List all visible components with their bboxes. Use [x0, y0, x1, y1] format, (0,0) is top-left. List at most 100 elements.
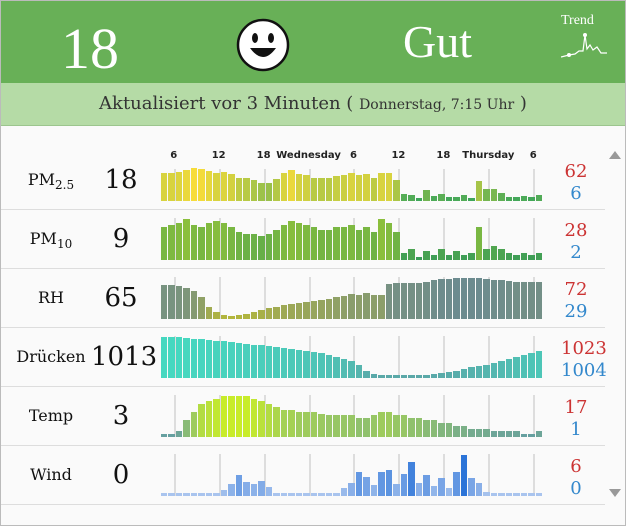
sensor-chart[interactable]	[161, 336, 543, 378]
sensor-value: 1013	[91, 342, 158, 372]
grid-line	[443, 169, 446, 201]
chart-bar	[453, 278, 460, 319]
chart-bar	[475, 278, 483, 319]
chart-bar	[220, 172, 228, 201]
grid-line	[443, 395, 446, 437]
scrollbar[interactable]	[607, 149, 623, 499]
chart-bar	[355, 417, 363, 437]
chart-bar	[288, 493, 295, 496]
chart-bar	[400, 415, 408, 437]
chart-bar	[310, 352, 318, 378]
chart-bar	[363, 227, 370, 260]
chart-bar	[228, 173, 235, 201]
chart-bar	[235, 177, 243, 201]
smiley-icon	[236, 18, 290, 72]
chart-bar	[498, 431, 505, 437]
sensor-max: 72	[564, 279, 588, 300]
chart-bar	[340, 227, 348, 260]
sensor-chart[interactable]	[161, 277, 543, 319]
chart-bar	[528, 493, 535, 496]
chart-bar	[378, 173, 385, 201]
chart-bar	[355, 229, 363, 260]
scroll-down-icon[interactable]	[609, 489, 621, 497]
chart-bar	[310, 227, 318, 260]
chart-bar	[505, 252, 513, 260]
chart-bar	[243, 233, 250, 260]
chart-bar	[190, 493, 198, 496]
sensor-chart[interactable]	[161, 218, 543, 260]
chart-bar	[303, 412, 310, 437]
chart-bar	[468, 198, 475, 201]
chart-bar	[161, 434, 168, 437]
chart-bar	[318, 413, 325, 437]
chart-bar	[483, 365, 490, 378]
chart-bar	[535, 252, 542, 260]
chart-bar	[355, 365, 363, 378]
chart-bar	[430, 420, 438, 437]
chart-bar	[175, 337, 183, 378]
chart-bar	[213, 493, 220, 496]
chart-bar	[423, 250, 430, 260]
chart-bar	[340, 415, 348, 437]
grid-line	[173, 454, 176, 496]
scroll-up-icon[interactable]	[609, 151, 621, 159]
sensor-chart[interactable]	[161, 395, 543, 437]
grid-line	[263, 277, 266, 319]
chart-bar	[505, 431, 513, 437]
chart-bar	[460, 455, 468, 496]
sensor-label: Wind	[30, 465, 72, 484]
sensor-label: Drücken	[16, 347, 86, 366]
chart-bar	[280, 304, 288, 319]
chart-bar	[490, 246, 498, 260]
sensor-row: PM2.5 18 6 12 18 Wednesday 6 12 18 Thursday 6 62…	[1, 150, 605, 210]
chart-bar	[265, 404, 273, 437]
time-tick-label: 6	[170, 150, 178, 161]
chart-bar	[228, 227, 235, 260]
chart-bar	[190, 168, 198, 201]
sensor-row: Drücken 1013 1023 1004	[1, 328, 607, 387]
chart-bar	[393, 282, 400, 319]
chart-bar	[438, 193, 445, 201]
chart-bar	[535, 281, 542, 319]
chart-bar	[460, 369, 468, 378]
chart-bar	[198, 404, 205, 437]
chart-bar	[273, 406, 280, 437]
chart-bar	[235, 343, 243, 378]
chart-bar	[161, 173, 168, 201]
chart-bar	[235, 231, 243, 260]
chart-bar	[168, 493, 175, 496]
chart-bar	[325, 229, 333, 260]
sensor-min: 6	[570, 183, 582, 204]
chart-bar	[198, 493, 205, 496]
chart-bar	[340, 296, 348, 319]
chart-bar	[213, 398, 220, 437]
sensor-chart[interactable]	[161, 454, 543, 496]
grid-line	[488, 395, 491, 437]
chart-bar	[250, 345, 258, 378]
chart-bar	[453, 250, 460, 260]
chart-bar	[363, 173, 370, 201]
chart-bar	[348, 294, 355, 319]
chart-bar	[175, 172, 183, 201]
chart-bar	[355, 295, 363, 319]
trend-button[interactable]: Trend	[561, 13, 607, 61]
grid-line	[533, 395, 536, 437]
chart-bar	[520, 195, 527, 201]
chart-bar	[190, 225, 198, 260]
chart-bar	[520, 355, 527, 378]
chart-bar	[243, 396, 250, 437]
chart-bar	[280, 409, 288, 437]
chart-bar	[205, 170, 213, 201]
chart-bar	[265, 346, 273, 378]
chart-bar	[453, 425, 460, 437]
chart-bar	[265, 308, 273, 319]
chart-bar	[183, 493, 190, 496]
grid-line	[218, 277, 221, 319]
grid-line	[533, 169, 536, 201]
chart-bar	[415, 257, 423, 260]
chart-bar	[348, 415, 355, 437]
chart-bar	[295, 493, 303, 496]
sensor-chart[interactable]: 6 12 18 Wednesday 6 12 18 Thursday 6	[161, 150, 543, 201]
chart-bar	[363, 371, 370, 378]
chart-bar	[490, 363, 498, 378]
